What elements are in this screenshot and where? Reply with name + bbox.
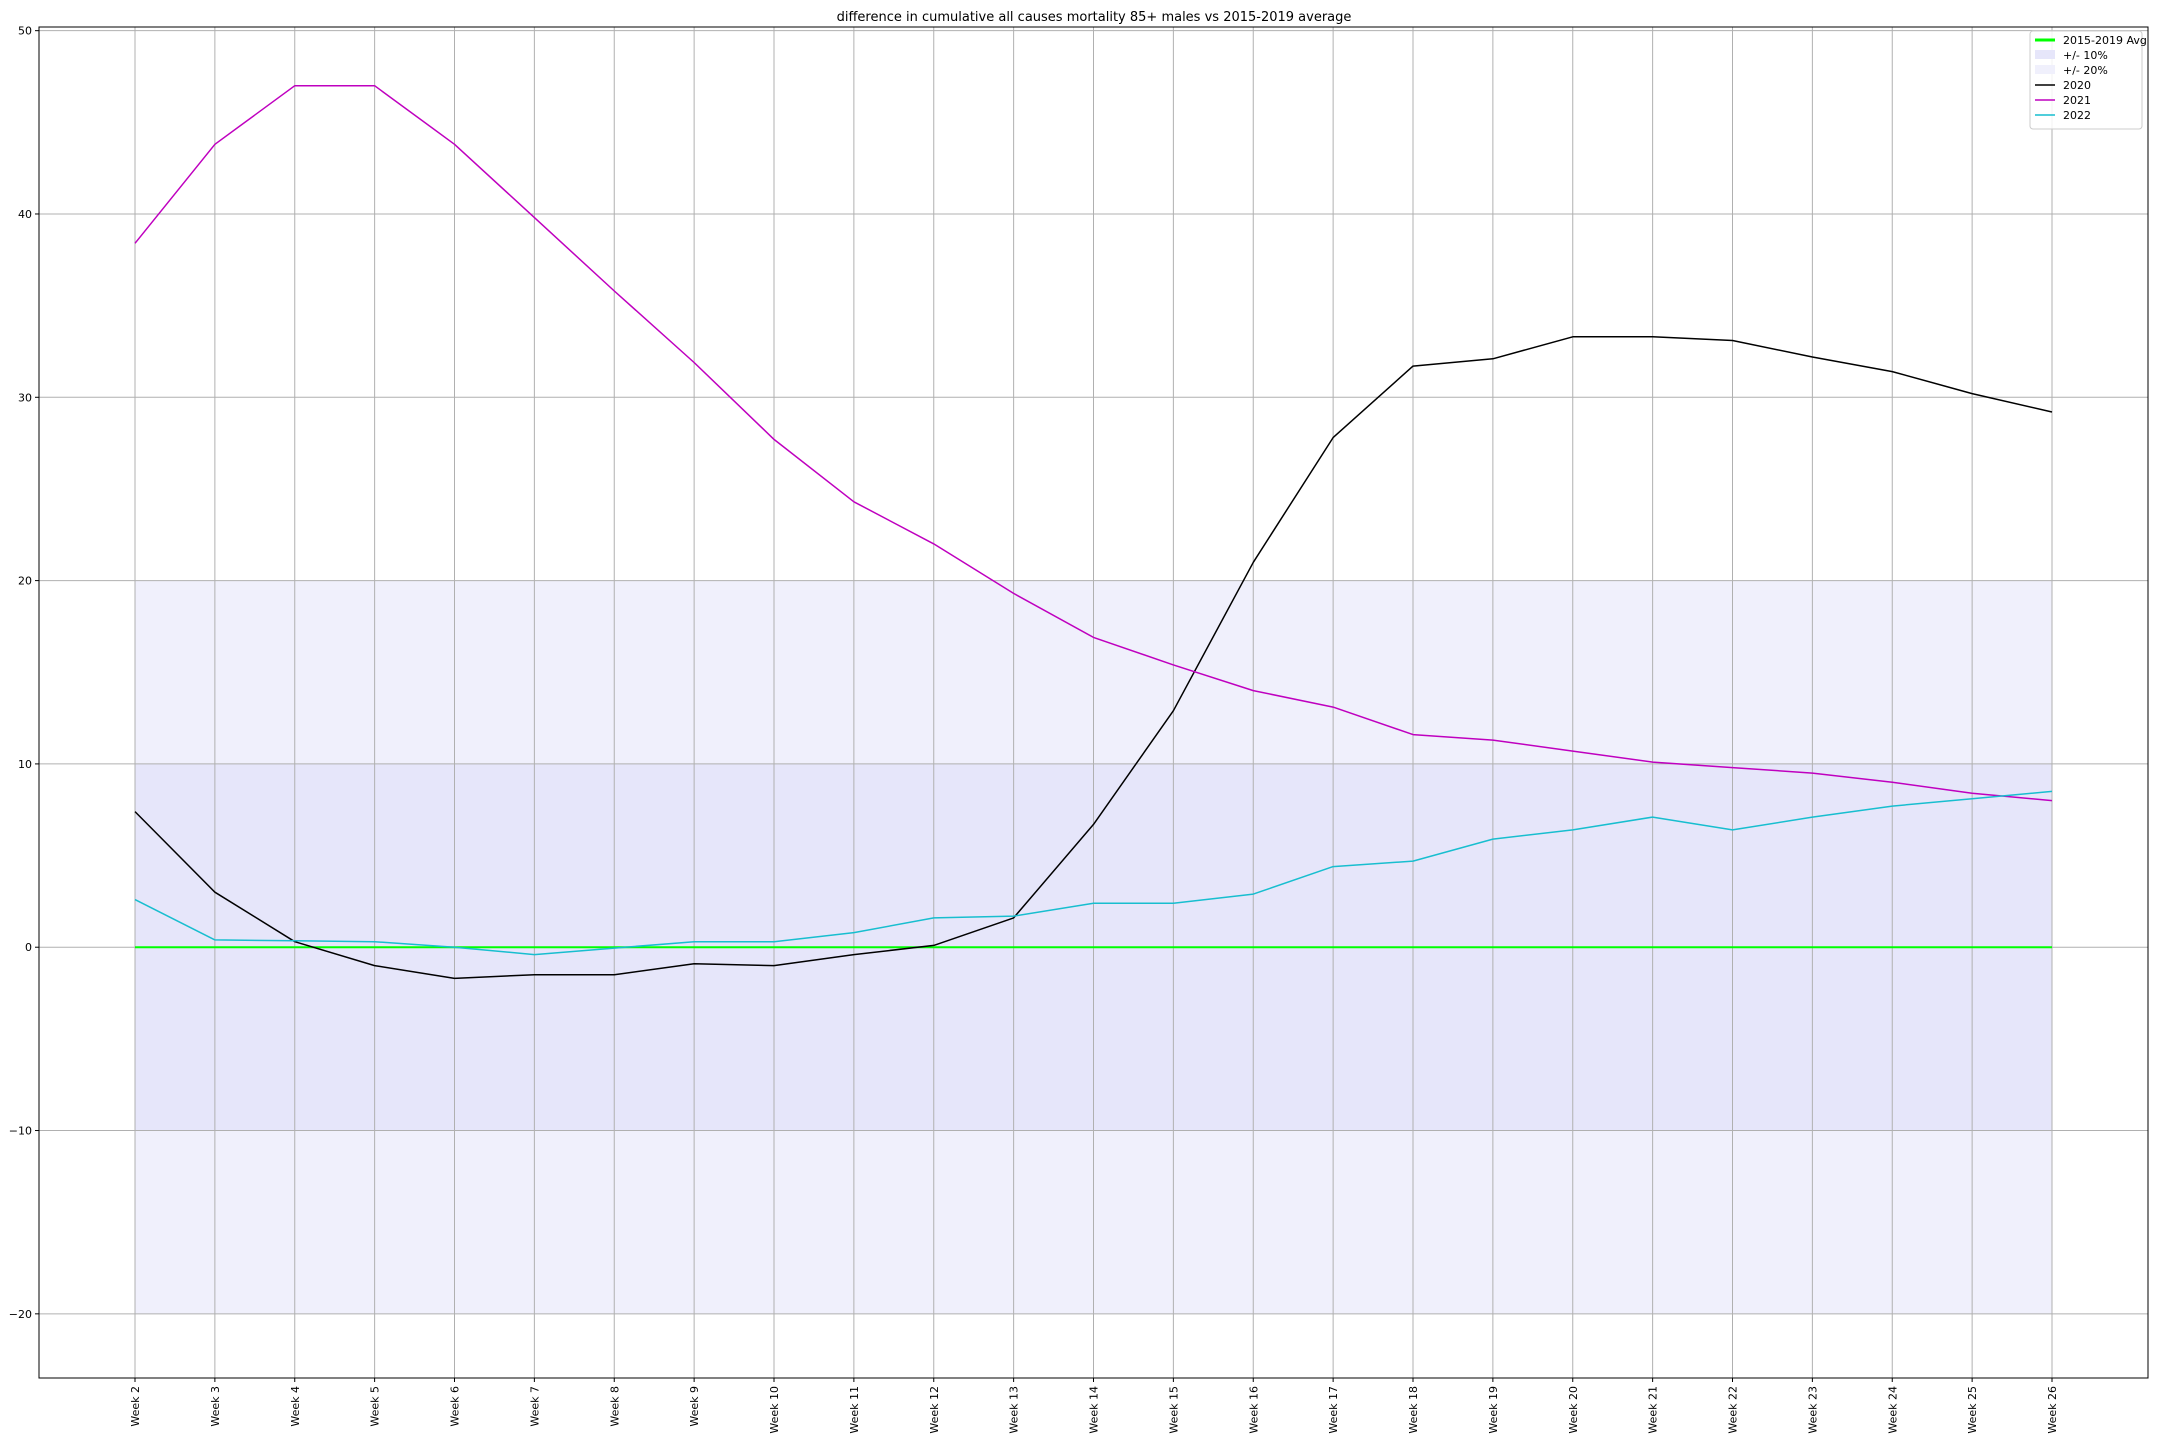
x-tick-label: Week 11 xyxy=(848,1386,861,1434)
series-line-2022 xyxy=(134,790,2053,956)
plot-area: −20 −10 0 10 20 30 40 50 Week 2 Week 3 Week 4 Week … xyxy=(9,25,2149,1434)
x-tick-label: Week 6 xyxy=(449,1386,462,1427)
legend-label: 2021 xyxy=(2063,94,2091,107)
x-tick-label: Week 21 xyxy=(1647,1386,1660,1434)
legend-label: +/- 20% xyxy=(2063,64,2108,77)
x-tick-label: Week 16 xyxy=(1247,1386,1260,1434)
x-tick-label: Week 17 xyxy=(1327,1386,1340,1434)
x-tick-label: Week 7 xyxy=(528,1386,541,1427)
y-tick-label: −10 xyxy=(9,1125,32,1138)
x-tick-label: Week 5 xyxy=(369,1386,382,1427)
chart-title: difference in cumulative all causes mort… xyxy=(837,10,1352,25)
x-tick-label: Week 14 xyxy=(1088,1386,1101,1434)
y-tick-label: 10 xyxy=(18,758,32,771)
x-tick-label: Week 8 xyxy=(608,1386,621,1427)
x-tick-label: Week 4 xyxy=(289,1386,302,1427)
legend: 2015-2019 Avg +/- 10% +/- 20% 2020 2021 2022 xyxy=(2029,30,2147,130)
x-tick-label: Week 22 xyxy=(1727,1386,1740,1434)
legend-box xyxy=(2029,30,2143,130)
legend-label: +/- 10% xyxy=(2063,49,2108,62)
x-tick-label: Week 23 xyxy=(1806,1386,1819,1434)
x-tick-label: Week 9 xyxy=(688,1386,701,1427)
legend-swatch xyxy=(2035,50,2055,59)
y-tick-label: 50 xyxy=(18,25,32,38)
legend-label: 2015-2019 Avg xyxy=(2063,34,2147,47)
x-tick-label: Week 18 xyxy=(1407,1386,1420,1434)
legend-label: 2022 xyxy=(2063,109,2091,122)
x-tick-label: Week 12 xyxy=(928,1386,941,1434)
x-tick-label: Week 24 xyxy=(1886,1386,1899,1434)
x-tick-label: Week 3 xyxy=(209,1386,222,1427)
y-tick-label: 40 xyxy=(18,208,32,221)
y-tick-label: 0 xyxy=(25,941,32,954)
x-tick-label: Week 15 xyxy=(1167,1386,1180,1434)
x-tick-label: Week 13 xyxy=(1008,1386,1021,1434)
x-tick-label: Week 10 xyxy=(768,1386,781,1434)
x-tick-label: Week 20 xyxy=(1567,1386,1580,1434)
x-tick-label: Week 26 xyxy=(2046,1386,2059,1434)
series-line-2021 xyxy=(134,84,2053,802)
legend-label: 2020 xyxy=(2063,79,2091,92)
y-tick-label: 30 xyxy=(18,391,32,404)
y-tick-label: 20 xyxy=(18,575,32,588)
x-tick-label: Week 25 xyxy=(1966,1386,1979,1434)
legend-swatch xyxy=(2035,65,2055,74)
y-tick-label: −20 xyxy=(9,1308,32,1321)
x-tick-label: Week 19 xyxy=(1487,1386,1500,1434)
series-line-2020 xyxy=(134,336,2053,980)
x-tick-label: Week 2 xyxy=(129,1386,142,1427)
